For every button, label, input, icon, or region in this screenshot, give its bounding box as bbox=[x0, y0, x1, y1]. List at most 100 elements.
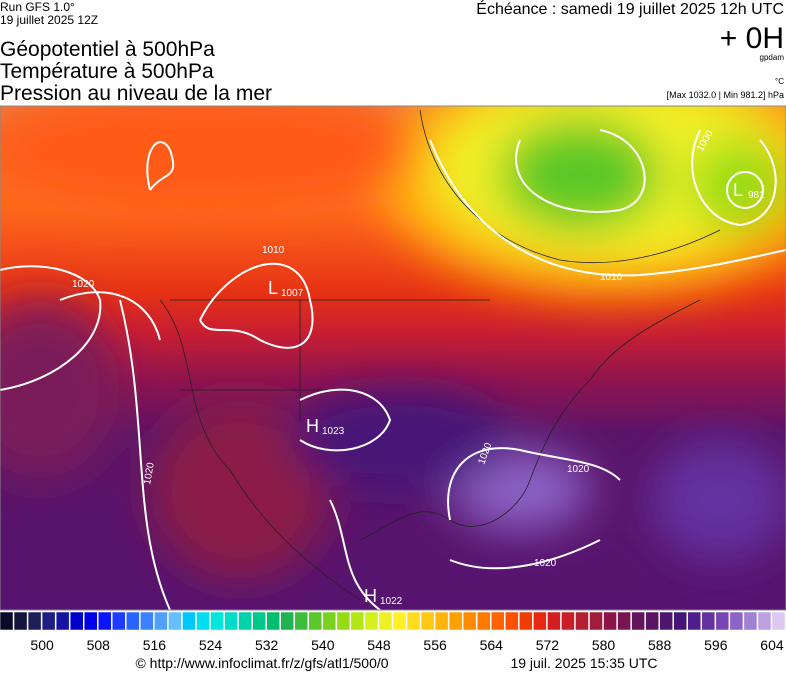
colorbar-label: 532 bbox=[255, 637, 279, 653]
isobar-label: 1020 bbox=[534, 558, 557, 569]
colorbar-swatch bbox=[771, 611, 786, 631]
low-value: 981 bbox=[748, 190, 765, 201]
colorbar-swatch bbox=[224, 611, 238, 631]
low-value: 1007 bbox=[281, 288, 304, 299]
colorbar-swatch bbox=[154, 611, 168, 631]
colorbar-label: 540 bbox=[311, 637, 335, 653]
colorbar-swatch bbox=[196, 611, 210, 631]
colorbar-label: 524 bbox=[199, 637, 223, 653]
colorbar-swatch bbox=[729, 611, 744, 631]
colorbar-swatch bbox=[575, 611, 589, 631]
isobar bbox=[515, 129, 777, 227]
colorbar-swatch bbox=[476, 611, 491, 631]
colorbar-swatch bbox=[715, 611, 730, 631]
low-center: L bbox=[733, 180, 743, 200]
colorbar-swatch bbox=[98, 611, 112, 631]
colorbar-label: 572 bbox=[536, 637, 560, 653]
colorbar-swatch bbox=[280, 611, 295, 631]
lead-time: + 0H bbox=[720, 22, 784, 55]
colorbar-swatch bbox=[505, 611, 519, 631]
unit: gpdam bbox=[760, 53, 785, 62]
colorbar-swatch bbox=[0, 611, 14, 631]
colorbar-swatch bbox=[210, 611, 224, 631]
colorbar-swatch bbox=[519, 611, 533, 631]
high-value: 1022 bbox=[380, 596, 403, 607]
generated: 19 juil. 2025 15:35 UTC bbox=[510, 655, 657, 671]
isobar-label: 1020 bbox=[142, 461, 157, 485]
colorbar-swatch bbox=[687, 611, 702, 631]
colorbar-swatch bbox=[589, 611, 603, 631]
isobar bbox=[0, 265, 161, 391]
run: Run GFS 1.0° bbox=[0, 0, 75, 14]
colorbar-label: 580 bbox=[592, 637, 616, 653]
colorbar-swatch bbox=[757, 611, 772, 631]
isobar bbox=[146, 141, 175, 191]
high-value: 1023 bbox=[322, 426, 345, 437]
colorbar-swatch bbox=[294, 611, 309, 631]
colorbar-swatch bbox=[547, 611, 561, 631]
forecast: Échéance : samedi 19 juillet 2025 12h UT… bbox=[476, 0, 784, 18]
colorbar-swatch bbox=[645, 611, 659, 631]
colorbar-swatch bbox=[182, 611, 196, 631]
colorbar-swatch bbox=[406, 611, 421, 631]
colorbar-label: 556 bbox=[423, 637, 447, 653]
high-center: H bbox=[306, 416, 319, 436]
isobar bbox=[429, 139, 786, 277]
colorbar-swatch bbox=[238, 611, 252, 631]
colorbar-label: 564 bbox=[480, 637, 504, 653]
temp-unit: °C bbox=[775, 77, 784, 86]
colorbar-label: 588 bbox=[648, 637, 672, 653]
high-center: H bbox=[364, 586, 377, 606]
pressure-range: [Max 1032.0 | Min 981.2] hPa bbox=[667, 90, 784, 100]
colorbar-swatch bbox=[378, 611, 393, 631]
coastline bbox=[159, 109, 721, 601]
isobar-label: 1020 bbox=[567, 464, 590, 475]
colorbar-swatch bbox=[55, 611, 70, 631]
colorbar-swatch bbox=[631, 611, 645, 631]
map bbox=[0, 106, 786, 610]
colorbar-swatch bbox=[350, 611, 365, 631]
colorbar-swatch bbox=[448, 611, 463, 631]
isobar bbox=[299, 388, 392, 452]
title: Pression au niveau de la mer bbox=[0, 82, 272, 105]
colorbar-swatch bbox=[308, 611, 323, 631]
colorbar-swatch bbox=[69, 611, 84, 631]
isobar-label: 1010 bbox=[600, 272, 623, 283]
colorbar-swatch bbox=[140, 611, 154, 631]
isobar bbox=[119, 299, 171, 610]
colorbar-swatch bbox=[27, 611, 42, 631]
source: © http://www.infoclimat.fr/z/gfs/atl1/50… bbox=[135, 655, 388, 671]
map-frame bbox=[0, 105, 786, 611]
colorbar-swatch bbox=[420, 611, 435, 631]
colorbar-label: 596 bbox=[704, 637, 728, 653]
colorbar-label: 548 bbox=[367, 637, 391, 653]
colorbar-swatch bbox=[336, 611, 351, 631]
title: Température à 500hPa bbox=[0, 60, 214, 83]
colorbar-swatch bbox=[743, 611, 758, 631]
isobar bbox=[329, 499, 381, 610]
colorbar-swatch bbox=[392, 611, 407, 631]
colorbar-swatch bbox=[673, 611, 688, 631]
colorbar-swatch bbox=[41, 611, 56, 631]
colorbar-swatch bbox=[322, 611, 337, 631]
colorbar-label: 508 bbox=[87, 637, 111, 653]
isobar bbox=[726, 171, 764, 209]
isobar bbox=[447, 447, 621, 570]
colorbar-swatch bbox=[266, 611, 280, 631]
colorbar-swatch bbox=[168, 611, 182, 631]
colorbar-swatch bbox=[617, 611, 631, 631]
colorbar-swatch bbox=[701, 611, 716, 631]
colorbar-swatch bbox=[364, 611, 379, 631]
title: Géopotentiel à 500hPa bbox=[0, 38, 215, 61]
colorbar-swatch bbox=[126, 611, 140, 631]
colorbar-swatch bbox=[491, 611, 505, 631]
colorbar-label: 604 bbox=[760, 637, 784, 653]
colorbar-swatch bbox=[112, 611, 126, 631]
colorbar-swatch bbox=[659, 611, 673, 631]
low-center: L bbox=[268, 278, 278, 298]
colorbar-swatch bbox=[13, 611, 28, 631]
colorbar-swatch bbox=[462, 611, 477, 631]
colorbar-label: 516 bbox=[143, 637, 167, 653]
colorbar-swatch bbox=[533, 611, 547, 631]
